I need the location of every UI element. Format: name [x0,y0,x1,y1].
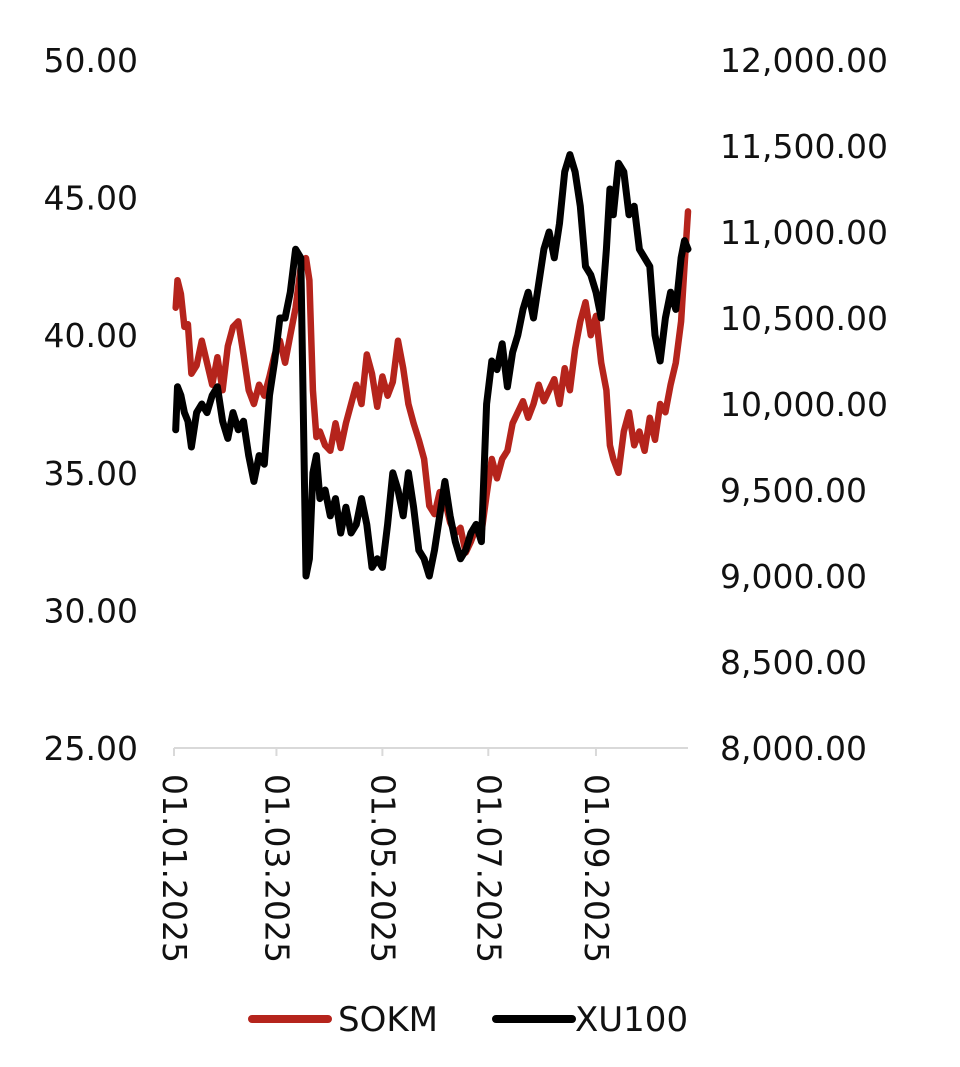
x-tick-label: 01.07.2025 [469,774,508,963]
x-tick-label: 01.05.2025 [363,774,402,963]
right-y-tick-label: 9,500.00 [720,471,867,510]
legend: SOKM XU100 [248,1000,688,1040]
x-axis: 01.01.2025 01.03.2025 01.05.2025 01.07.2025… [155,747,688,963]
x-tick-label: 01.01.2025 [155,774,194,963]
series-line-sokm [172,208,692,556]
x-tick-label: 01.09.2025 [577,774,616,963]
right-y-tick-label: 11,000.00 [720,213,888,252]
right-y-tick-label: 11,500.00 [720,127,888,166]
left-y-tick-label: 45.00 [44,179,138,218]
right-y-tick-label: 10,500.00 [720,299,888,338]
right-y-tick-label: 12,000.00 [720,41,888,80]
right-y-tick-label: 8,000.00 [720,729,867,768]
legend-label-sokm: SOKM [338,1000,438,1040]
right-y-tick-label: 9,000.00 [720,557,867,596]
left-y-tick-label: 40.00 [44,316,138,355]
series-line-xu100 [172,151,692,580]
legend-label-xu100: XU100 [575,1000,688,1040]
left-y-tick-label: 25.00 [44,729,138,768]
plot-area [172,151,692,580]
x-tick-label: 01.03.2025 [257,774,296,963]
left-y-axis: 50.00 45.00 40.00 35.00 30.00 25.00 [44,41,138,768]
left-y-tick-label: 35.00 [44,454,138,493]
right-y-tick-label: 8,500.00 [720,643,867,682]
right-y-tick-label: 10,000.00 [720,385,888,424]
right-y-axis: 12,000.00 11,500.00 11,000.00 10,500.00 10,0… [720,41,888,768]
left-y-tick-label: 30.00 [44,591,138,630]
left-y-tick-label: 50.00 [44,41,138,80]
